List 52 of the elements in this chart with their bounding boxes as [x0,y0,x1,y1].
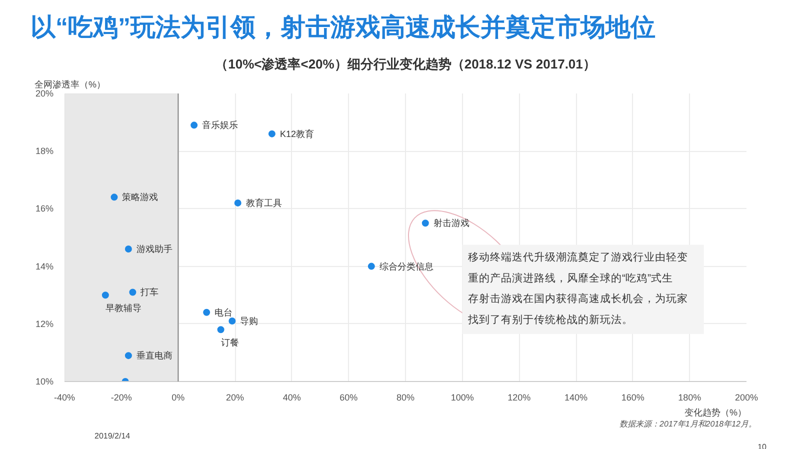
x-tick-label: -20% [110,392,132,402]
annotation: 移动终端迭代升级潮流奠定了游戏行业由轻变重的产品演进路线，风靡全球的“吃鸡”式生存射击游戏在国内获得高速成长机会，为玩家找到了有别于传统枪战的新玩法。 [467,250,688,326]
y-tick-label: 16% [35,204,54,214]
y-tick-label: 10% [35,376,54,386]
x-tick-label: 200% [734,392,758,402]
x-tick-label: -40% [54,392,76,402]
x-tick-label: 100% [450,392,474,402]
y-tick-label: 14% [35,261,54,272]
x-tick-label: 0% [172,392,185,402]
x-tick-label: 160% [621,392,644,402]
x-tick-label: 180% [678,392,702,402]
x-tick-label: 120% [508,392,531,402]
x-tick-label: 40% [282,392,301,402]
point [190,122,198,129]
y-tick-label: 20% [35,88,54,98]
source-note: 数据来源：2017年1月和2018年12月。 [620,420,757,428]
point [124,352,132,360]
annotation: 游戏助手 [136,244,172,254]
chart-subtitle: （10%<渗透率<20%）细分行业变化趋势（2018.12 VS 2017.01） [215,56,596,72]
annotation: 教育工具 [246,198,282,208]
y-tick-label: 18% [35,146,54,156]
point [268,130,276,138]
annotation: 打车 [140,287,159,298]
annotation: 订餐 [220,338,239,348]
x-axis-title: 变化趋势（%） [684,408,747,418]
annotation: 早教辅导 [105,303,142,314]
point [110,194,118,201]
annotation: 射击游戏 [433,218,470,228]
point [368,262,375,270]
annotation: 音乐娱乐 [202,120,238,130]
x-tick-label: 20% [226,392,244,402]
annotation: 综合分类信息 [379,261,434,272]
x-tick-label: 80% [396,392,415,402]
chart-title: 以“吃鸡”玩法为引领，射击游戏高速成长并奠定市场地位 [30,14,656,42]
point [217,326,224,334]
point [234,199,242,206]
point [102,292,109,299]
point [422,220,429,227]
y-tick-label: 12% [35,318,54,329]
x-tick-label: 140% [564,392,588,402]
y-axis-title: 全网渗透率（%） [34,80,106,90]
annotation: 导购 [240,316,258,326]
point [129,288,136,296]
x-tick-label: 60% [340,392,358,402]
point [124,246,132,253]
annotation: 电台 [214,307,233,318]
annotation: K12教育 [280,128,314,139]
point [203,308,210,316]
annotation: 垂直电商 [136,350,172,361]
annotation: 策略游戏 [122,192,158,202]
point [228,318,236,325]
text: 2019/2/14 [94,432,131,440]
